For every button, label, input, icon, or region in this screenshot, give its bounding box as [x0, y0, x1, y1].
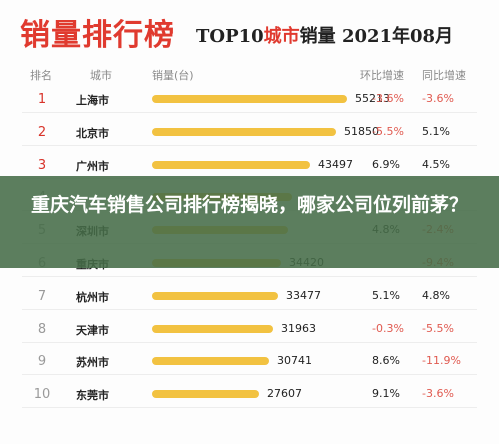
- subtitle: TOP10城市销量 2021年08月: [196, 22, 453, 48]
- yoy-growth-label: -3.6%: [422, 92, 454, 105]
- mom-growth-label: -3.6%: [372, 92, 404, 105]
- subtitle-suffix: 销量 2021年08月: [299, 26, 454, 47]
- yoy-growth-label: -3.6%: [422, 387, 454, 401]
- sales-value-label: 27607: [267, 387, 302, 401]
- mom-growth-label: 9.1%: [372, 387, 400, 401]
- city-label: 天津市: [76, 323, 109, 337]
- sales-value-label: 31963: [281, 321, 316, 335]
- sales-value-label: 55213: [355, 92, 390, 105]
- mom-growth-label: 8.6%: [372, 354, 400, 368]
- column-header-yoy: 同比增速: [422, 69, 466, 82]
- headline-banner: [0, 176, 499, 268]
- headline-text: 重庆汽车销售公司排行榜揭晓，哪家公司位列前茅？: [30, 194, 468, 216]
- row-divider: [22, 276, 477, 277]
- city-label: 杭州市: [76, 290, 109, 304]
- yoy-growth-label: -5.5%: [422, 321, 454, 335]
- mom-growth-label: 5.1%: [372, 288, 400, 302]
- sales-bar: [152, 95, 347, 103]
- subtitle-city: 城市: [263, 26, 300, 47]
- column-header-sales: 销量(台): [152, 69, 194, 82]
- sales-value-label: 33477: [286, 288, 321, 302]
- rank-label: 1: [37, 92, 47, 107]
- city-label: 东莞市: [76, 389, 109, 403]
- column-header-rank: 排名: [30, 69, 52, 82]
- main-title: 销量排行榜: [20, 18, 175, 53]
- sales-bar: [152, 291, 278, 300]
- mom-growth-label: 6.9%: [372, 157, 400, 171]
- city-label: 苏州市: [76, 356, 109, 370]
- column-header-mom: 环比增速: [360, 69, 404, 82]
- yoy-growth-label: -11.9%: [422, 354, 461, 368]
- sales-bar: [152, 390, 259, 399]
- row-divider: [22, 374, 477, 376]
- sales-bar: [152, 160, 310, 169]
- rank-label: 9: [37, 354, 47, 370]
- row-divider: [22, 308, 477, 310]
- rank-label: 3: [37, 157, 47, 173]
- rank-label: 8: [37, 321, 47, 337]
- mom-growth-label: -0.3%: [372, 321, 404, 335]
- sales-value-label: 30741: [277, 354, 312, 368]
- sales-value-label: 43497: [318, 157, 353, 171]
- city-label: 上海市: [76, 94, 109, 107]
- mom-growth-label: -5.5%: [372, 124, 404, 138]
- row-divider: [22, 407, 477, 409]
- yoy-growth-label: 4.8%: [422, 288, 450, 302]
- yoy-growth-label: 4.5%: [422, 157, 450, 171]
- sales-bar: [152, 127, 336, 136]
- subtitle-prefix: TOP10: [196, 26, 264, 47]
- row-divider: [22, 112, 477, 113]
- city-label: 广州市: [76, 159, 109, 173]
- sales-bar: [152, 324, 273, 333]
- sales-value-label: 51850: [344, 124, 379, 138]
- rank-label: 2: [37, 124, 47, 140]
- column-header-city: 城市: [90, 69, 112, 82]
- row-divider: [22, 144, 477, 146]
- sales-bar: [152, 357, 269, 366]
- rank-label: 7: [37, 288, 47, 304]
- yoy-growth-label: 5.1%: [422, 124, 450, 138]
- row-divider: [22, 341, 477, 343]
- city-label: 北京市: [76, 126, 109, 140]
- rank-label: 10: [33, 387, 51, 403]
